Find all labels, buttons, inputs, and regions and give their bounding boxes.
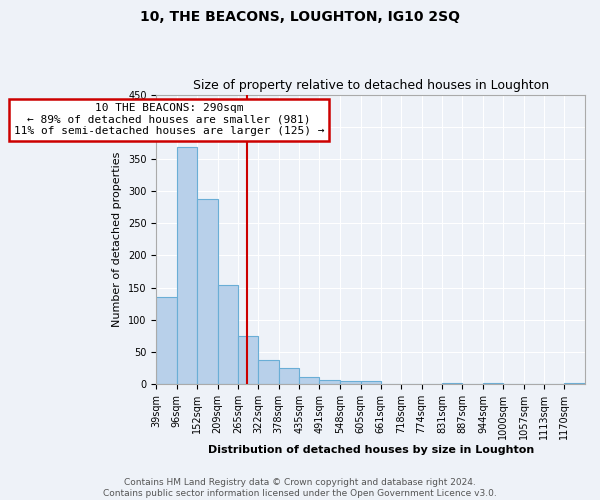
Bar xyxy=(340,381,361,384)
Bar xyxy=(197,199,218,384)
Bar xyxy=(565,383,585,384)
X-axis label: Distribution of detached houses by size in Loughton: Distribution of detached houses by size … xyxy=(208,445,534,455)
Title: Size of property relative to detached houses in Loughton: Size of property relative to detached ho… xyxy=(193,79,549,92)
Bar xyxy=(218,285,238,384)
Bar xyxy=(361,381,381,384)
Bar xyxy=(177,148,197,384)
Bar xyxy=(319,380,340,384)
Bar xyxy=(156,296,177,384)
Text: Contains HM Land Registry data © Crown copyright and database right 2024.
Contai: Contains HM Land Registry data © Crown c… xyxy=(103,478,497,498)
Bar xyxy=(259,360,278,384)
Bar xyxy=(483,383,503,384)
Text: 10 THE BEACONS: 290sqm
← 89% of detached houses are smaller (981)
11% of semi-de: 10 THE BEACONS: 290sqm ← 89% of detached… xyxy=(14,103,325,136)
Bar xyxy=(299,377,319,384)
Y-axis label: Number of detached properties: Number of detached properties xyxy=(112,152,122,327)
Bar xyxy=(278,368,299,384)
Text: 10, THE BEACONS, LOUGHTON, IG10 2SQ: 10, THE BEACONS, LOUGHTON, IG10 2SQ xyxy=(140,10,460,24)
Bar xyxy=(238,336,259,384)
Bar xyxy=(442,383,463,384)
